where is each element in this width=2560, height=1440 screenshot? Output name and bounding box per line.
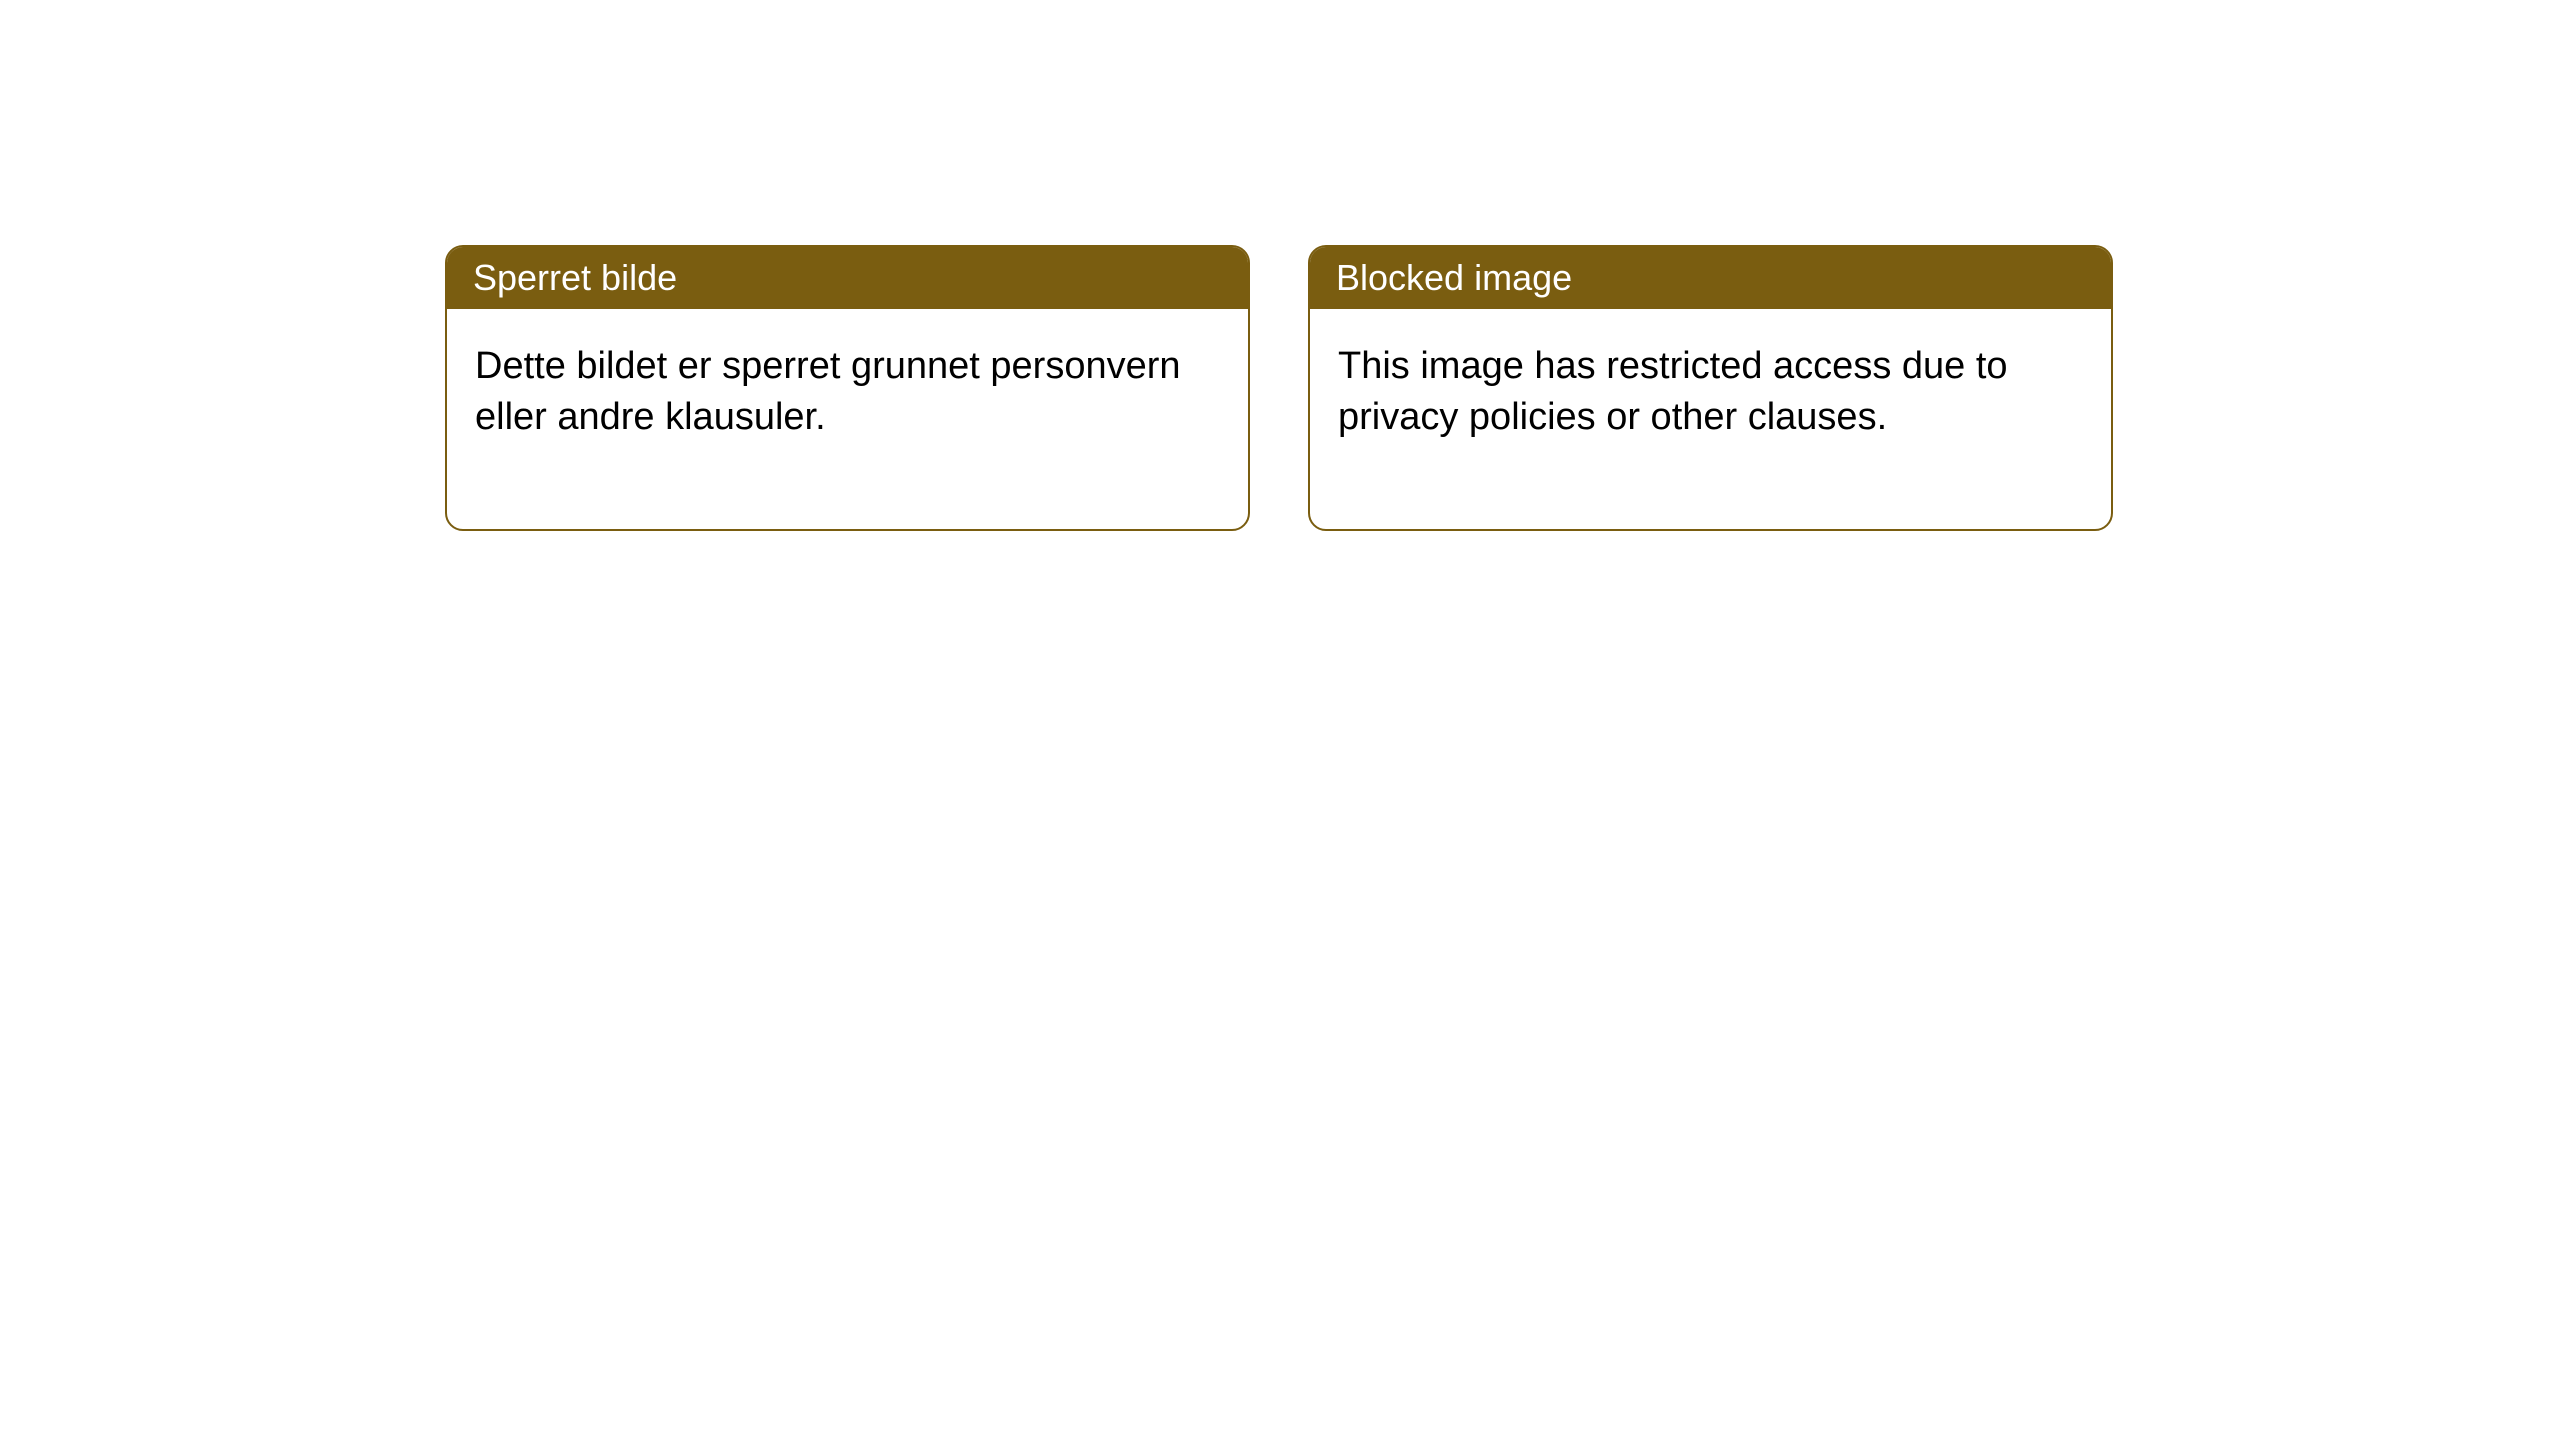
notice-card-norwegian: Sperret bilde Dette bildet er sperret gr… — [445, 245, 1250, 531]
notice-header-english: Blocked image — [1310, 247, 2111, 309]
notice-header-norwegian: Sperret bilde — [447, 247, 1248, 309]
notice-container: Sperret bilde Dette bildet er sperret gr… — [0, 0, 2560, 531]
notice-card-english: Blocked image This image has restricted … — [1308, 245, 2113, 531]
notice-body-norwegian: Dette bildet er sperret grunnet personve… — [447, 309, 1248, 529]
notice-body-english: This image has restricted access due to … — [1310, 309, 2111, 529]
